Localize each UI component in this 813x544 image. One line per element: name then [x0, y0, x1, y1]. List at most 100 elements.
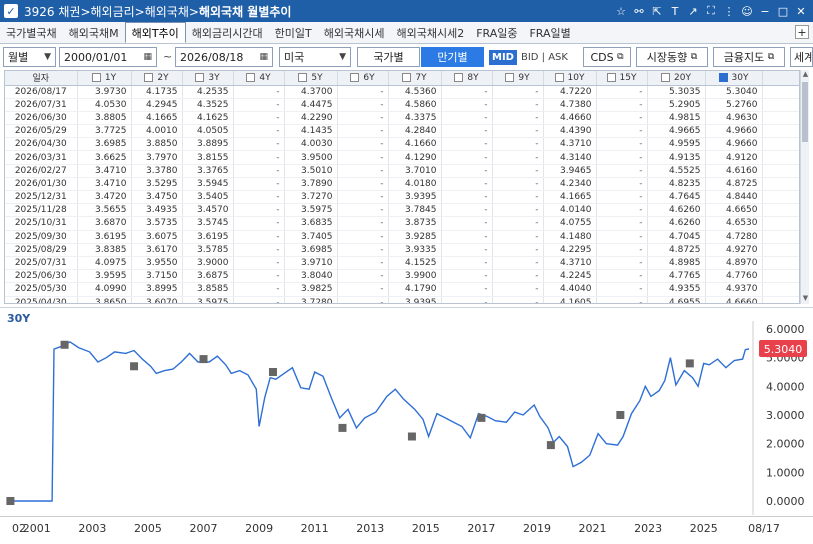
tab-2[interactable]: 해외T추이	[124, 22, 186, 43]
country-select[interactable]: 미국 ▼	[279, 47, 351, 67]
window-controls: ☆ ⚯ ⇱ T ↗ ⛶ ⋮ ☺ − □ ✕	[613, 0, 809, 22]
column-header-4Y[interactable]: 4Y	[233, 71, 285, 86]
table-row[interactable]: 2025/09/30 3.6195 3.6075 3.6195-3.7405-3.92…	[5, 230, 799, 244]
yield-cell: 3.8805	[77, 111, 132, 126]
help-icon[interactable]: ☺	[741, 4, 753, 18]
column-checkbox[interactable]	[505, 72, 515, 82]
filler-cell	[762, 111, 799, 126]
scroll-up-icon[interactable]: ▲	[802, 70, 809, 78]
yield-cell: 3.8155	[182, 150, 234, 165]
star-icon[interactable]: ☆	[616, 4, 626, 18]
tab-0[interactable]: 국가별국채	[6, 26, 57, 40]
table-row[interactable]: 2026/08/17 3.9730 4.1735 4.2535-4.3700-4.53…	[5, 85, 799, 99]
column-header-20Y[interactable]: 20Y	[647, 71, 706, 86]
checkbox-icon[interactable]: ✓	[4, 4, 18, 18]
tab-3[interactable]: 해외금리시간대	[191, 26, 263, 40]
tab-7[interactable]: FRA일중	[476, 26, 518, 40]
share-icon[interactable]: ↗	[688, 4, 698, 18]
yield-cell: -	[492, 150, 544, 165]
yield-cell: 4.4040	[543, 282, 597, 297]
column-header-30Y[interactable]: 30Y	[705, 71, 763, 86]
period-select[interactable]: 월별 ▼	[3, 47, 56, 67]
table-row[interactable]: 2025/12/31 3.4720 3.4750 3.5405-3.7270-3.93…	[5, 190, 799, 205]
yield-cell: 3.4720	[77, 190, 132, 205]
yield-cell: 3.7725	[77, 124, 132, 139]
column-header-5Y[interactable]: 5Y	[284, 71, 338, 86]
table-row[interactable]: 2026/06/30 3.8805 4.1665 4.1625-4.2290-4.33…	[5, 111, 799, 126]
column-checkbox[interactable]	[195, 72, 205, 82]
by-maturity-button[interactable]: 만기별	[421, 47, 484, 67]
column-checkbox[interactable]	[298, 72, 308, 82]
column-checkbox[interactable]	[661, 72, 671, 82]
end-date-field[interactable]: 2026/08/18 ▦	[175, 47, 273, 67]
column-header-2Y[interactable]: 2Y	[131, 71, 183, 86]
column-checkbox[interactable]	[91, 72, 101, 82]
scroll-down-icon[interactable]: ▼	[802, 294, 809, 302]
column-header-15Y[interactable]: 15Y	[596, 71, 648, 86]
column-checkbox[interactable]	[606, 72, 616, 82]
scroll-thumb[interactable]	[802, 82, 808, 142]
close-icon[interactable]: ✕	[796, 4, 806, 18]
column-checkbox[interactable]	[718, 72, 728, 82]
column-header-10Y[interactable]: 10Y	[543, 71, 597, 86]
tab-1[interactable]: 해외국채M	[68, 26, 119, 40]
table-row[interactable]: 2026/05/29 3.7725 4.0010 4.0505-4.1435-4.28…	[5, 124, 799, 139]
link-icon[interactable]: ⚯	[634, 4, 644, 18]
column-checkbox[interactable]	[454, 72, 464, 82]
column-header-9Y[interactable]: 9Y	[492, 71, 544, 86]
tab-4[interactable]: 한미일T	[274, 26, 312, 40]
yield-cell: -	[441, 177, 493, 192]
table-row[interactable]: 2025/07/31 4.0975 3.9550 3.9000-3.9710-4.15…	[5, 256, 799, 271]
chart-series-label: 30Y	[7, 312, 31, 325]
minimize-icon[interactable]: −	[760, 4, 770, 18]
last-value-badge	[759, 339, 807, 357]
fullscreen-icon[interactable]: ⛶	[707, 4, 715, 17]
yield-cell: 3.8895	[182, 137, 234, 152]
cds-button[interactable]: CDS ⧉	[583, 47, 631, 67]
column-checkbox[interactable]	[554, 72, 564, 82]
text-icon[interactable]: T	[671, 4, 679, 18]
column-header-1Y[interactable]: 1Y	[77, 71, 132, 86]
bid-ask-button[interactable]: BID | ASK	[520, 52, 568, 63]
table-row[interactable]: 2026/01/30 3.4710 3.5295 3.5945-3.7890-4.01…	[5, 177, 799, 192]
calendar-icon[interactable]: ▦	[143, 52, 152, 62]
column-checkbox[interactable]	[246, 72, 256, 82]
world-button[interactable]: 세계	[790, 47, 813, 67]
tab-5[interactable]: 해외국채시세	[323, 26, 385, 40]
start-date-field[interactable]: 2000/01/01 ▦	[59, 47, 157, 67]
column-header-3Y[interactable]: 3Y	[182, 71, 234, 86]
table-row[interactable]: 2025/06/30 3.9595 3.7150 3.6875-3.8040-3.99…	[5, 269, 799, 284]
by-country-button[interactable]: 국가별	[357, 47, 420, 67]
column-header-7Y[interactable]: 7Y	[388, 71, 442, 86]
export-icon[interactable]: ⇱	[652, 4, 662, 18]
finance-map-button[interactable]: 금융지도 ⧉	[713, 47, 785, 67]
table-row[interactable]: 2025/08/29 3.8385 3.6170 3.5785-3.6985-3.93…	[5, 243, 799, 257]
yield-cell: -	[337, 98, 389, 112]
column-header-6Y[interactable]: 6Y	[337, 71, 389, 86]
menu-icon[interactable]: ⋮	[723, 4, 735, 18]
table-row[interactable]: 2025/04/30 3.8650 3.6070 3.5975-3.7280-3.93…	[5, 296, 799, 303]
table-row[interactable]: 2026/04/30 3.6985 3.8850 3.8895-4.0030-4.16…	[5, 137, 799, 152]
table-row[interactable]: 2026/02/27 3.4710 3.3780 3.3765-3.5010-3.70…	[5, 164, 799, 178]
tab-6[interactable]: 해외국채시세2	[396, 26, 465, 40]
table-row[interactable]: 2026/03/31 3.6625 3.7970 3.8155-3.9500-4.12…	[5, 150, 799, 165]
table-row[interactable]: 2025/11/28 3.5655 3.4935 3.4570-3.5975-3.78…	[5, 203, 799, 218]
table-row[interactable]: 2026/07/31 4.0530 4.2945 4.3525-4.4475-4.58…	[5, 98, 799, 112]
yield-cell: 3.5295	[131, 177, 183, 192]
tab-8[interactable]: FRA일별	[529, 26, 571, 40]
column-checkbox[interactable]	[144, 72, 154, 82]
market-trend-button[interactable]: 시장동향 ⧉	[636, 47, 708, 67]
calendar-icon[interactable]: ▦	[259, 52, 268, 62]
yield-cell: 4.7380	[543, 98, 597, 112]
add-tab-icon[interactable]: +	[795, 25, 809, 39]
vertical-scrollbar[interactable]: ▲ ▼	[800, 70, 809, 304]
mid-button[interactable]: MID	[489, 50, 517, 65]
maximize-icon[interactable]: □	[777, 4, 789, 18]
column-checkbox[interactable]	[402, 72, 412, 82]
table-row[interactable]: 2025/10/31 3.6870 3.5735 3.5745-3.6835-3.87…	[5, 216, 799, 231]
yield-cell: 4.0990	[77, 282, 132, 297]
column-header-8Y[interactable]: 8Y	[441, 71, 493, 86]
table-row[interactable]: 2025/05/30 4.0990 3.8995 3.8585-3.9825-4.17…	[5, 282, 799, 297]
yield-cell: -	[441, 243, 493, 257]
column-checkbox[interactable]	[350, 72, 360, 82]
